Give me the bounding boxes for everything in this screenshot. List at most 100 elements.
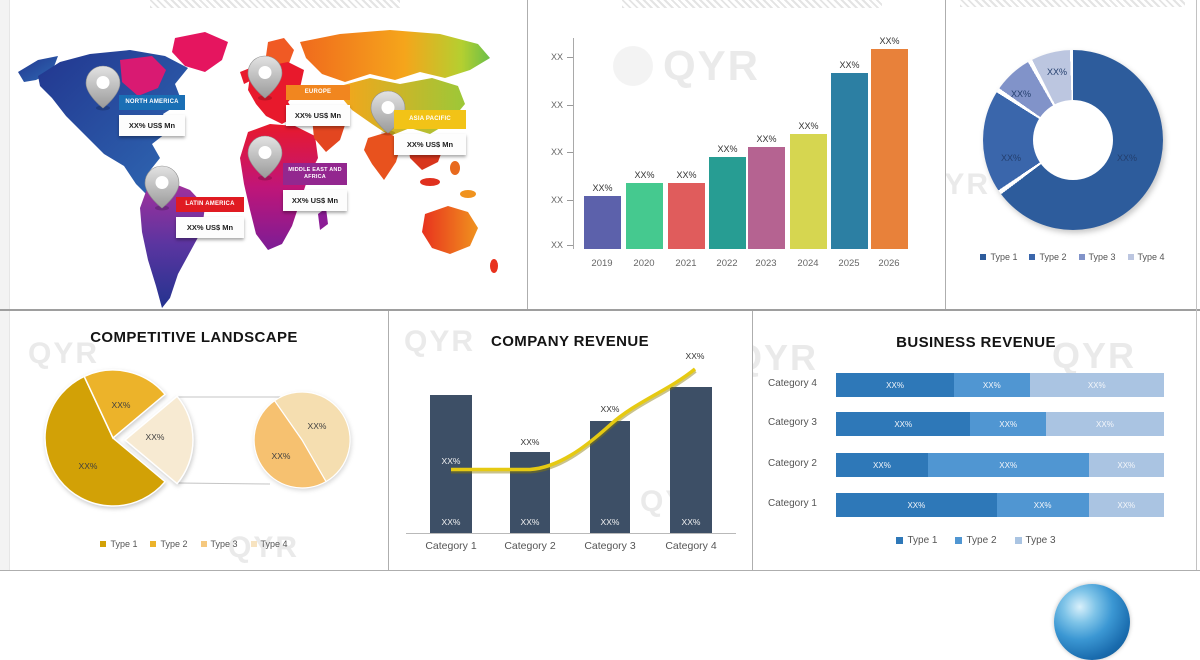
segment-label: XX%	[886, 380, 904, 390]
globe-logo	[1054, 584, 1130, 660]
detail-pie-label-pale: XX%	[307, 421, 327, 431]
legend-item: Type 4	[1127, 252, 1165, 262]
region-philippines	[450, 161, 460, 175]
x-label-2022: 2022	[716, 258, 738, 269]
region-new-zealand	[490, 259, 498, 273]
bar-value-label: XX%	[592, 183, 613, 193]
legend-label: Type 2	[1039, 252, 1067, 262]
main-pie-label-type1: XX%	[78, 461, 98, 471]
connector-lines	[177, 396, 286, 485]
x-label-2024: 2024	[797, 258, 819, 269]
legend-item: Type 2	[955, 535, 997, 546]
legend-swatch-type2	[1029, 254, 1036, 260]
left-edge-strip	[0, 0, 10, 571]
legend-label: Type 1	[990, 252, 1018, 262]
region-indonesia	[420, 178, 440, 186]
watermark-text: QYR	[945, 168, 991, 201]
segment-label: XX%	[894, 419, 913, 429]
region-new-guinea	[460, 190, 476, 198]
slice-label-type2: XX%	[1000, 153, 1022, 163]
legend-swatch-type1	[896, 537, 904, 544]
divider-vertical-top-1	[527, 0, 528, 309]
legend-item: Type 3	[200, 539, 238, 549]
stacked-bar-category2: XX% XX% XX%	[836, 453, 1164, 477]
legend-swatch-type4	[1127, 254, 1134, 260]
stacked-bar-category3: XX% XX% XX%	[836, 412, 1164, 436]
watermark-text: QYR	[28, 337, 100, 370]
segment-type2: XX%	[970, 412, 1046, 436]
donut-legend: Type 1 Type 2 Type 3 Type 4	[945, 252, 1200, 262]
legend-item: Type 3	[1014, 535, 1056, 546]
panel-title: COMPANY REVENUE	[491, 333, 649, 350]
divider-horizontal-mid	[0, 309, 1200, 311]
slice-label-type3: XX%	[1010, 89, 1032, 99]
bar-value-label: XX%	[600, 517, 620, 527]
legend-swatch-type3	[1014, 537, 1022, 544]
row-label-category2: Category 2	[768, 458, 817, 469]
legend-item: Type 1	[980, 252, 1017, 262]
segment-label: XX%	[1117, 500, 1136, 510]
y-tick	[567, 152, 573, 153]
bar-value-label: XX%	[441, 517, 461, 527]
x-label-category1: Category 1	[425, 540, 477, 552]
clipped-title-remnant	[622, 0, 882, 8]
line-label-category4: XX%	[685, 351, 705, 361]
segment-label: XX%	[999, 419, 1018, 429]
legend-label: Type 2	[160, 539, 188, 549]
y-tick	[567, 57, 573, 58]
x-label-2019: 2019	[591, 258, 613, 269]
x-label-2021: 2021	[675, 258, 697, 269]
y-tick-label: XX	[550, 100, 563, 110]
world-map	[18, 30, 498, 308]
pie-legend: Type 1 Type 2 Type 3 Type 4	[0, 539, 388, 549]
y-tick-label: XX	[550, 52, 563, 62]
bar-plot-area: XX% XX% XX% XX% XX% XX% XX% XX%	[574, 36, 934, 249]
watermark-text: QYR	[404, 325, 476, 358]
bar-2020: XX%	[626, 170, 663, 249]
region-value: XX% US$ Mn	[286, 105, 350, 126]
stacked-bar-category4: XX% XX% XX%	[836, 373, 1164, 397]
segment-type2: XX%	[954, 373, 1030, 397]
y-tick-label: XX	[550, 240, 563, 250]
x-label-category4: Category 4	[665, 540, 717, 552]
region-south-america	[140, 182, 205, 308]
segment-label: XX%	[1096, 419, 1114, 429]
segment-type1: XX%	[836, 373, 955, 397]
y-axis-line	[573, 38, 574, 249]
main-slice-type1	[44, 375, 167, 507]
segment-label: XX%	[982, 380, 1001, 390]
segment-type3: XX%	[1088, 453, 1164, 477]
region-value: XX% US$ Mn	[119, 115, 185, 136]
label-europe: EUROPE XX% US$ Mn	[286, 85, 350, 126]
x-label-category3: Category 3	[584, 540, 636, 552]
region-greenland	[172, 32, 228, 72]
legend-swatch-type2	[955, 537, 963, 544]
detail-slice-type3	[253, 399, 327, 489]
legend-label: Type 3	[1088, 252, 1116, 262]
panel-company-revenue: QYR QYR COMPANY REVENUE XX% XX% XX% XX% …	[388, 309, 752, 570]
x-label-2020: 2020	[633, 258, 655, 269]
legend-label: Type 1	[110, 539, 138, 549]
y-tick-label: XX	[550, 195, 563, 205]
label-north-america: NORTH AMERICA XX% US$ Mn	[119, 95, 185, 136]
panel-title: COMPETITIVE LANDSCAPE	[90, 329, 298, 346]
divider-vertical-bottom-2	[752, 311, 753, 570]
slice-label-type4: XX%	[1046, 67, 1068, 77]
segment-label: XX%	[907, 500, 926, 510]
watermark-text: QYR	[1052, 335, 1137, 376]
detail-pie-label-orange: XX%	[271, 451, 291, 461]
detail-pie	[253, 391, 351, 489]
main-pie	[44, 369, 194, 507]
segment-label: XX%	[1117, 460, 1136, 470]
legend-swatch-type2	[150, 541, 157, 547]
bar-value-label: XX%	[798, 121, 819, 131]
bar-2022: XX%	[709, 144, 746, 249]
divider-vertical-bottom-1	[388, 311, 389, 570]
line-label-category1: XX%	[441, 456, 461, 466]
watermark-blob	[613, 46, 653, 86]
main-slice-detail	[123, 395, 194, 485]
donut-hole	[1033, 100, 1113, 180]
bar-2021: XX%	[668, 170, 705, 249]
bar-value-label: XX%	[839, 60, 860, 70]
